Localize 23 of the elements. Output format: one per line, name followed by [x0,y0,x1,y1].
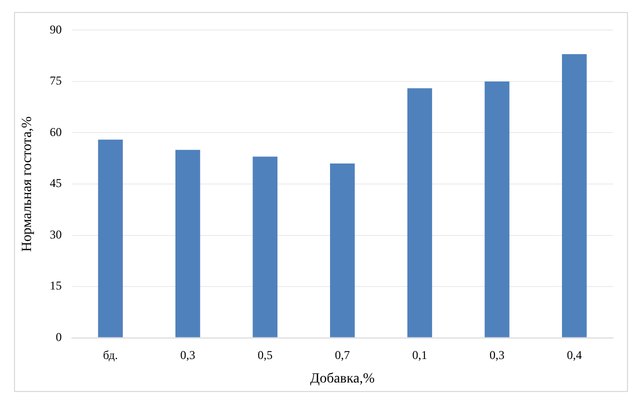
x-tick-label: 0,5 [258,348,273,362]
bar [407,88,432,338]
y-tick-label: 90 [50,22,62,36]
bar [484,81,510,338]
x-tick-label: 0,4 [566,348,582,362]
y-axis-title: Нормальная гостота,% [20,116,36,252]
x-tick-label: 0,3 [490,348,505,362]
bar [252,156,278,338]
y-tick-label: 15 [50,278,62,293]
y-tick-label: 75 [50,74,62,88]
y-tick-label: 0 [56,330,62,344]
x-tick-label: 0,1 [412,348,428,362]
bar [98,140,123,338]
bar [562,54,587,338]
y-tick-label: 60 [50,124,62,139]
x-axis-title: Добавка,% [310,371,375,386]
y-tick-label: 30 [50,227,62,242]
bar [330,163,355,338]
y-tick-label: 45 [50,176,62,190]
bar [175,150,200,338]
x-tick-label: 0,3 [180,348,196,362]
x-tick-label: бд. [102,348,118,362]
x-tick-label: 0,7 [334,348,350,362]
